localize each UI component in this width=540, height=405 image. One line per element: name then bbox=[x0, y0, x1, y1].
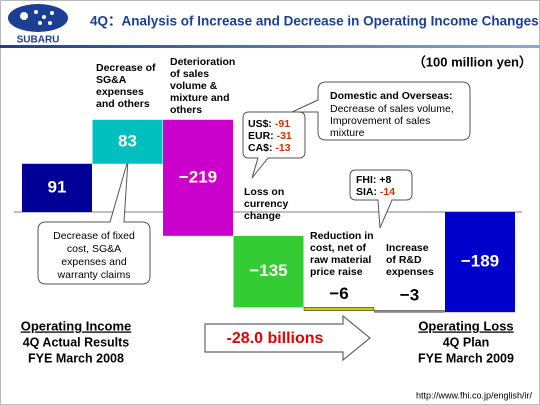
callout-box bbox=[291, 81, 471, 141]
logo-star bbox=[34, 10, 38, 14]
callout-item-label: FHI: bbox=[356, 174, 376, 186]
side-text: 4Q Plan bbox=[443, 335, 490, 349]
callout-item-value: -14 bbox=[380, 186, 395, 198]
callout-text: cost, SG&A bbox=[67, 243, 121, 255]
callout-item-value: -31 bbox=[277, 130, 292, 142]
annotation: of R&D bbox=[386, 254, 422, 266]
logo: SUBARU bbox=[8, 4, 68, 46]
callout-text: CA$: -13 bbox=[248, 142, 291, 154]
callout-box bbox=[349, 169, 413, 229]
bar bbox=[445, 212, 515, 313]
annotation: Reduction in bbox=[310, 230, 374, 242]
annotation: and others bbox=[96, 98, 150, 110]
value-label: −135 bbox=[249, 261, 287, 280]
annotation: Deterioration bbox=[170, 56, 235, 68]
callout-item-label: SIA: bbox=[356, 186, 377, 198]
bar bbox=[303, 307, 375, 311]
callout-box bbox=[37, 159, 151, 285]
slide-title: 4Q：Analysis of Increase and Decrease in … bbox=[90, 14, 539, 29]
value-label: 91 bbox=[48, 177, 67, 196]
annotation: Loss on bbox=[244, 186, 284, 198]
callout-text: Improvement of sales bbox=[330, 115, 430, 127]
annotation: others bbox=[170, 104, 202, 116]
callout-text: expenses and bbox=[61, 256, 127, 268]
callout-box bbox=[242, 111, 306, 179]
callout-text: Decrease of fixed bbox=[53, 230, 135, 242]
annotation: volume & bbox=[170, 80, 218, 92]
bar bbox=[374, 310, 445, 313]
side-text: FYE March 2008 bbox=[28, 351, 124, 365]
change-label: -28.0 billions bbox=[227, 330, 324, 347]
logo-star bbox=[20, 12, 28, 20]
annotation: cost, net of bbox=[310, 242, 367, 254]
logo-star bbox=[48, 21, 52, 25]
side-text: FYE March 2009 bbox=[418, 351, 514, 365]
logo-oval bbox=[8, 4, 68, 32]
callout-item-value: +8 bbox=[379, 174, 391, 186]
value-label: −189 bbox=[461, 252, 499, 271]
side-title: Operating Loss bbox=[418, 318, 513, 333]
value-label: −6 bbox=[329, 284, 348, 303]
header-rule bbox=[0, 45, 540, 48]
value-label: −219 bbox=[179, 167, 217, 186]
side-text: 4Q Actual Results bbox=[23, 335, 130, 349]
callout-heading: Domestic and Overseas: bbox=[330, 90, 453, 102]
callout-text: FHI: +8 bbox=[356, 174, 391, 186]
change-arrow bbox=[204, 314, 371, 362]
value-label: 83 bbox=[118, 131, 137, 150]
callout-item-label: CA$: bbox=[248, 142, 273, 154]
callout-text: US$: -91 bbox=[248, 118, 290, 130]
logo-text: SUBARU bbox=[17, 35, 60, 46]
bar bbox=[22, 163, 92, 212]
annotation: change bbox=[244, 210, 281, 222]
unit-label: （100 million yen） bbox=[413, 54, 532, 69]
value-label: −3 bbox=[400, 286, 419, 305]
callout-item-label: EUR: bbox=[248, 130, 274, 142]
annotation: raw material bbox=[310, 254, 371, 266]
callout-text: warranty claims bbox=[57, 269, 131, 281]
logo-star bbox=[42, 15, 46, 19]
callout-text: EUR: -31 bbox=[248, 130, 292, 142]
url: http://www.fhi.co.jp/english/ir/ bbox=[416, 390, 533, 400]
callout-text: SIA: -14 bbox=[356, 186, 395, 198]
bar bbox=[233, 235, 304, 308]
annotation: Increase bbox=[386, 242, 429, 254]
callout-item-value: -13 bbox=[275, 142, 290, 154]
annotation: price raise bbox=[310, 266, 363, 278]
annotation: currency bbox=[244, 198, 289, 210]
bar bbox=[163, 119, 233, 236]
annotation: of sales bbox=[170, 68, 209, 80]
annotation: expenses bbox=[386, 266, 434, 278]
callout-text: mixture bbox=[330, 127, 365, 139]
side-title: Operating Income bbox=[21, 318, 132, 333]
callout-text: Decrease of sales volume, bbox=[330, 103, 454, 115]
annotation: Decrease of bbox=[96, 62, 156, 74]
logo-star bbox=[38, 21, 42, 25]
annotation: SG&A bbox=[96, 74, 127, 86]
annotation: expenses bbox=[96, 86, 144, 98]
annotation: mixture and bbox=[170, 92, 230, 104]
callout-item-value: -91 bbox=[275, 118, 290, 130]
bar bbox=[92, 119, 163, 164]
logo-star bbox=[50, 11, 54, 15]
callout-item-label: US$: bbox=[248, 118, 272, 130]
